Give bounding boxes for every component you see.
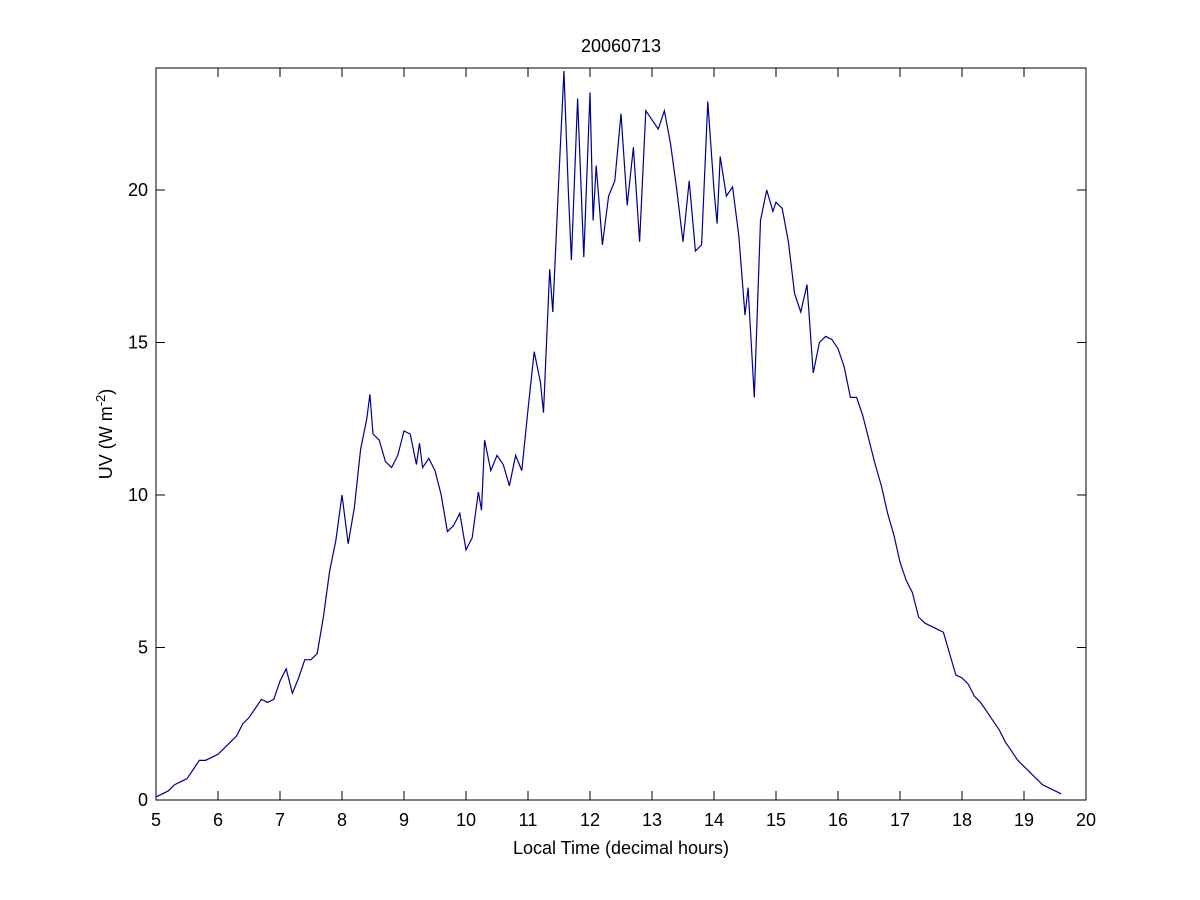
y-tick-label: 0 <box>138 790 148 810</box>
plot-box <box>155 67 1087 801</box>
y-axis-label: UV (W m-2) <box>93 389 116 480</box>
y-label-text: UV (W m <box>96 406 116 479</box>
x-axis-label: Local Time (decimal hours) <box>513 838 729 858</box>
y-tick-label: 5 <box>138 638 148 658</box>
x-tick-label: 5 <box>151 810 161 830</box>
x-tick-label: 9 <box>399 810 409 830</box>
x-tick-label: 14 <box>704 810 724 830</box>
data-line <box>155 71 1062 798</box>
y-label-tail: ) <box>96 389 116 395</box>
x-tick-label: 10 <box>456 810 476 830</box>
x-tick-label: 11 <box>519 810 538 830</box>
y-tick-label: 10 <box>128 485 148 505</box>
x-tick-label: 6 <box>213 810 223 830</box>
y-label-sup: -2 <box>93 395 108 407</box>
x-tick-label: 15 <box>766 810 786 830</box>
x-tick-label: 12 <box>580 810 600 830</box>
x-tick-label: 19 <box>1014 810 1034 830</box>
y-tick-label: 15 <box>128 333 148 353</box>
x-tick-label: 8 <box>337 810 347 830</box>
x-tick-label: 17 <box>890 810 910 830</box>
x-tick-label: 13 <box>642 810 662 830</box>
x-tick-label: 18 <box>952 810 972 830</box>
chart-title: 20060713 <box>581 36 661 56</box>
y-tick-label: 20 <box>128 180 148 200</box>
x-tick-label: 7 <box>275 810 285 830</box>
x-tick-label: 20 <box>1076 810 1096 830</box>
x-tick-label: 16 <box>828 810 848 830</box>
